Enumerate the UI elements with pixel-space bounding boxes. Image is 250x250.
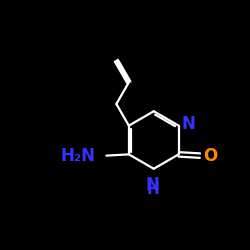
Text: N: N bbox=[146, 176, 160, 194]
Text: O: O bbox=[204, 146, 218, 164]
Text: N: N bbox=[182, 114, 196, 132]
Text: H₂N: H₂N bbox=[60, 146, 95, 164]
Text: H: H bbox=[146, 182, 159, 197]
